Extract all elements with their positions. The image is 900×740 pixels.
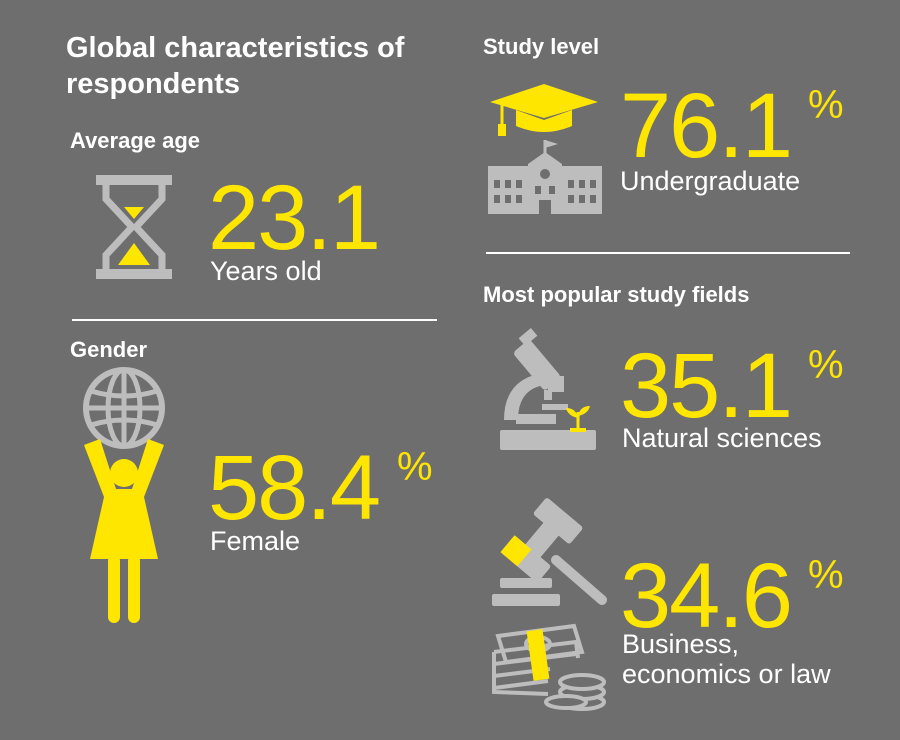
study-level-percent-sign: % [808,83,844,127]
study-level-heading: Study level [483,34,600,59]
hourglass-icon [96,175,172,279]
page-title: Global characteristics of respondents [66,32,405,100]
study-fields-heading: Most popular study fields [483,282,750,307]
gender-value: 58.4 [208,437,381,539]
divider-right [486,252,850,254]
natural-sciences-value: 35.1 [620,335,793,437]
gender-label: Female [210,526,301,556]
microscope-icon [500,328,596,450]
money-coins-icon [492,623,606,711]
business-value: 34.6 [620,545,793,647]
female-globe-icon [83,367,165,623]
gender-heading: Gender [70,337,148,362]
study-level-label: Undergraduate [620,166,801,196]
business-label-line1: Business, [622,629,740,659]
average-age-value: 23.1 [208,167,381,269]
graduation-cap-icon [490,84,598,136]
gender-percent-sign: % [397,445,433,489]
study-level-value: 76.1 [620,75,793,177]
divider-left [72,319,437,321]
natural-sciences-label: Natural sciences [622,423,822,453]
gavel-icon [492,498,607,606]
business-label-line2: economics or law [622,659,831,689]
average-age-label: Years old [210,256,322,286]
business-percent-sign: % [808,553,844,597]
school-building-icon [488,140,602,214]
natural-sciences-percent-sign: % [808,343,844,387]
average-age-heading: Average age [70,128,201,153]
